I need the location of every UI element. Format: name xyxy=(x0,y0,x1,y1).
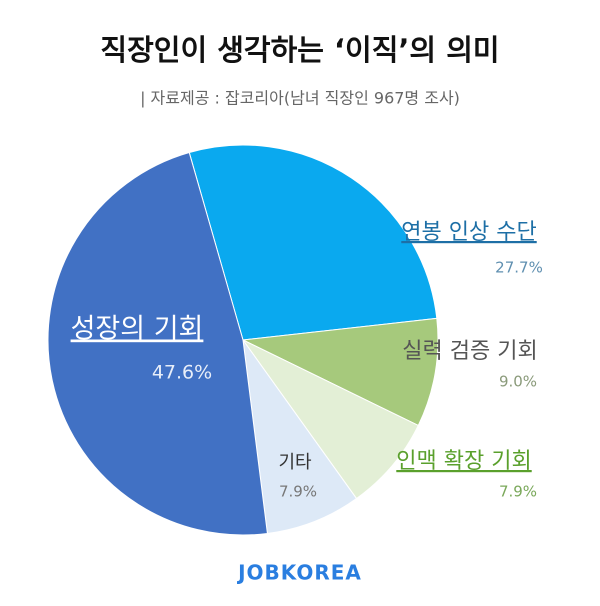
chart-title: 직장인이 생각하는 ‘이직’의 의미 xyxy=(100,33,499,67)
value-label: 7.9% xyxy=(279,483,317,501)
chart-subtitle: | 자료제공 : 잡코리아(남녀 직장인 967명 조사) xyxy=(140,89,460,108)
value-label: 27.7% xyxy=(495,259,543,277)
value-label: 47.6% xyxy=(152,362,212,384)
slice-label: 인맥 확장 기회 xyxy=(396,449,531,474)
labels: 연봉 인상 수단 27.7% 실력 검증 기회 9.0% 인맥 확장 기회 7.9% 기타 7… xyxy=(71,220,543,501)
pie-slice xyxy=(242,339,358,535)
pie-slice xyxy=(242,339,419,500)
slice-label: 기타 xyxy=(278,452,312,473)
pie xyxy=(47,144,439,536)
pie-slice xyxy=(241,317,439,427)
slice-label: 실력 검증 기회 xyxy=(402,339,537,364)
value-label: 9.0% xyxy=(499,373,537,391)
pie-slice xyxy=(188,144,438,341)
source-logo: JOBKOREA xyxy=(236,561,362,585)
slice-label: 연봉 인상 수단 xyxy=(401,220,536,245)
value-label: 7.9% xyxy=(499,483,537,501)
slice-label: 성장의 기회 xyxy=(71,314,204,345)
pie-slice xyxy=(47,151,268,536)
